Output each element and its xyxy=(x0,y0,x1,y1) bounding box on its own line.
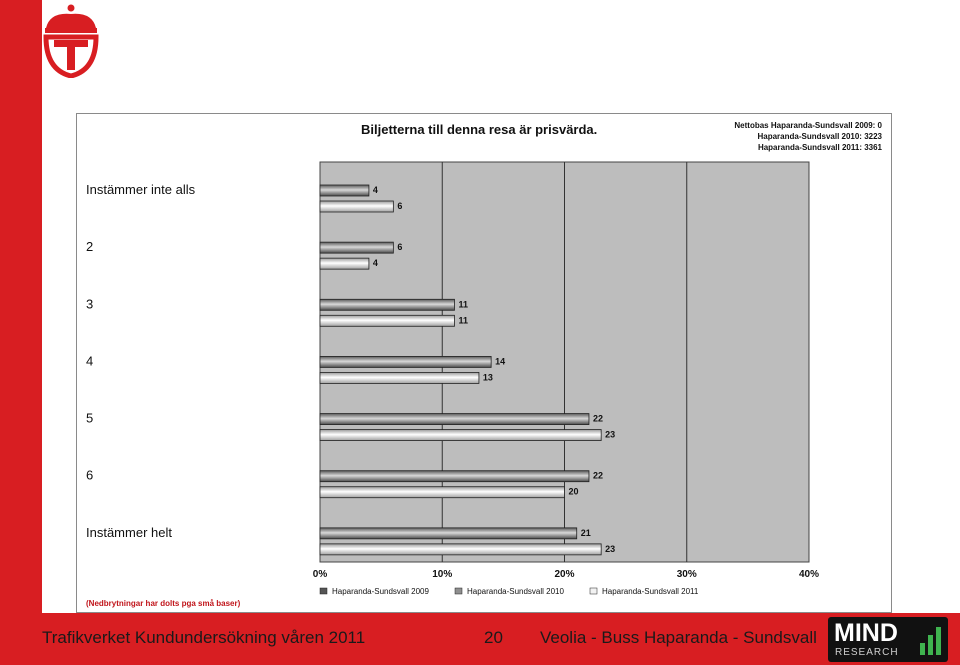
legend-label-2010: Haparanda-Sundsvall 2010 xyxy=(467,587,565,596)
red-side-bar xyxy=(0,0,42,665)
data-label: 13 xyxy=(483,372,493,382)
category-label: 2 xyxy=(86,239,93,254)
data-label: 4 xyxy=(373,258,378,268)
legend-swatch-2010 xyxy=(454,587,463,595)
net-base-line-1: Nettobas Haparanda-Sundsvall 2009: 0 xyxy=(734,121,882,130)
category-label: 3 xyxy=(86,296,93,311)
bar xyxy=(319,543,602,556)
data-label: 11 xyxy=(458,299,468,309)
category-label: 4 xyxy=(86,353,93,368)
bar xyxy=(319,241,394,254)
bar xyxy=(319,413,590,425)
footer-left-text: Trafikverket Kundundersökning våren 2011 xyxy=(42,628,366,647)
data-label: 22 xyxy=(593,414,603,424)
bar xyxy=(319,200,394,213)
bar xyxy=(319,184,370,197)
mind-logo-word: MIND xyxy=(834,619,898,647)
x-tick-label: 10% xyxy=(432,569,452,580)
bar xyxy=(319,429,602,441)
legend-swatch-2009 xyxy=(319,587,328,595)
footer-bar xyxy=(0,613,960,665)
x-tick-label: 0% xyxy=(313,569,328,580)
category-labels: Instämmer inte alls 2 3 4 5 6 Instämmer helt xyxy=(86,182,196,540)
data-label: 4 xyxy=(373,185,378,195)
data-label: 14 xyxy=(495,356,505,366)
data-label: 20 xyxy=(569,487,579,497)
bar xyxy=(319,470,590,483)
legend: Haparanda-Sundsvall 2009 Haparanda-Sunds… xyxy=(319,587,699,596)
legend-swatch-2011 xyxy=(589,587,598,595)
category-label: 6 xyxy=(86,468,93,483)
mind-research-logo: MIND RESEARCH xyxy=(828,617,948,662)
mind-logo-subtitle: RESEARCH xyxy=(835,647,899,658)
page-number: 20 xyxy=(484,628,503,647)
data-label: 22 xyxy=(593,471,603,481)
net-base-line-3: Haparanda-Sundsvall 2011: 3361 xyxy=(758,143,883,152)
data-label: 23 xyxy=(605,430,615,440)
chart-title: Biljetterna till denna resa är prisvärda… xyxy=(361,122,597,137)
category-label: Instämmer helt xyxy=(86,525,172,540)
bar xyxy=(319,257,370,270)
data-label: 11 xyxy=(458,315,468,325)
bar xyxy=(319,314,455,327)
legend-label-2011: Haparanda-Sundsvall 2011 xyxy=(602,587,699,596)
net-base-line-2: Haparanda-Sundsvall 2010: 3223 xyxy=(757,132,882,141)
bar-chart: Biljetterna till denna resa är prisvärda… xyxy=(86,121,883,608)
bar xyxy=(319,372,480,384)
x-tick-labels: 0% 10% 20% 30% 40% xyxy=(313,569,819,580)
x-tick-label: 20% xyxy=(554,569,574,580)
data-label: 6 xyxy=(397,201,402,211)
data-label: 21 xyxy=(581,528,591,538)
bar xyxy=(319,298,455,311)
bar-graph-icon xyxy=(920,627,941,655)
bar xyxy=(319,486,565,499)
trafikverket-crown-logo xyxy=(43,4,99,78)
x-tick-label: 40% xyxy=(799,569,819,580)
x-tick-label: 30% xyxy=(677,569,697,580)
bar xyxy=(319,527,578,540)
category-label: Instämmer inte alls xyxy=(86,182,196,197)
legend-label-2009: Haparanda-Sundsvall 2009 xyxy=(332,587,430,596)
category-label: 5 xyxy=(86,411,93,426)
chart-note: (Nedbrytningar har dolts pga små baser) xyxy=(86,599,241,608)
data-label: 23 xyxy=(605,544,615,554)
bar xyxy=(319,356,492,368)
data-label: 6 xyxy=(397,242,402,252)
footer-right-text: Veolia - Buss Haparanda - Sundsvall xyxy=(540,628,817,647)
